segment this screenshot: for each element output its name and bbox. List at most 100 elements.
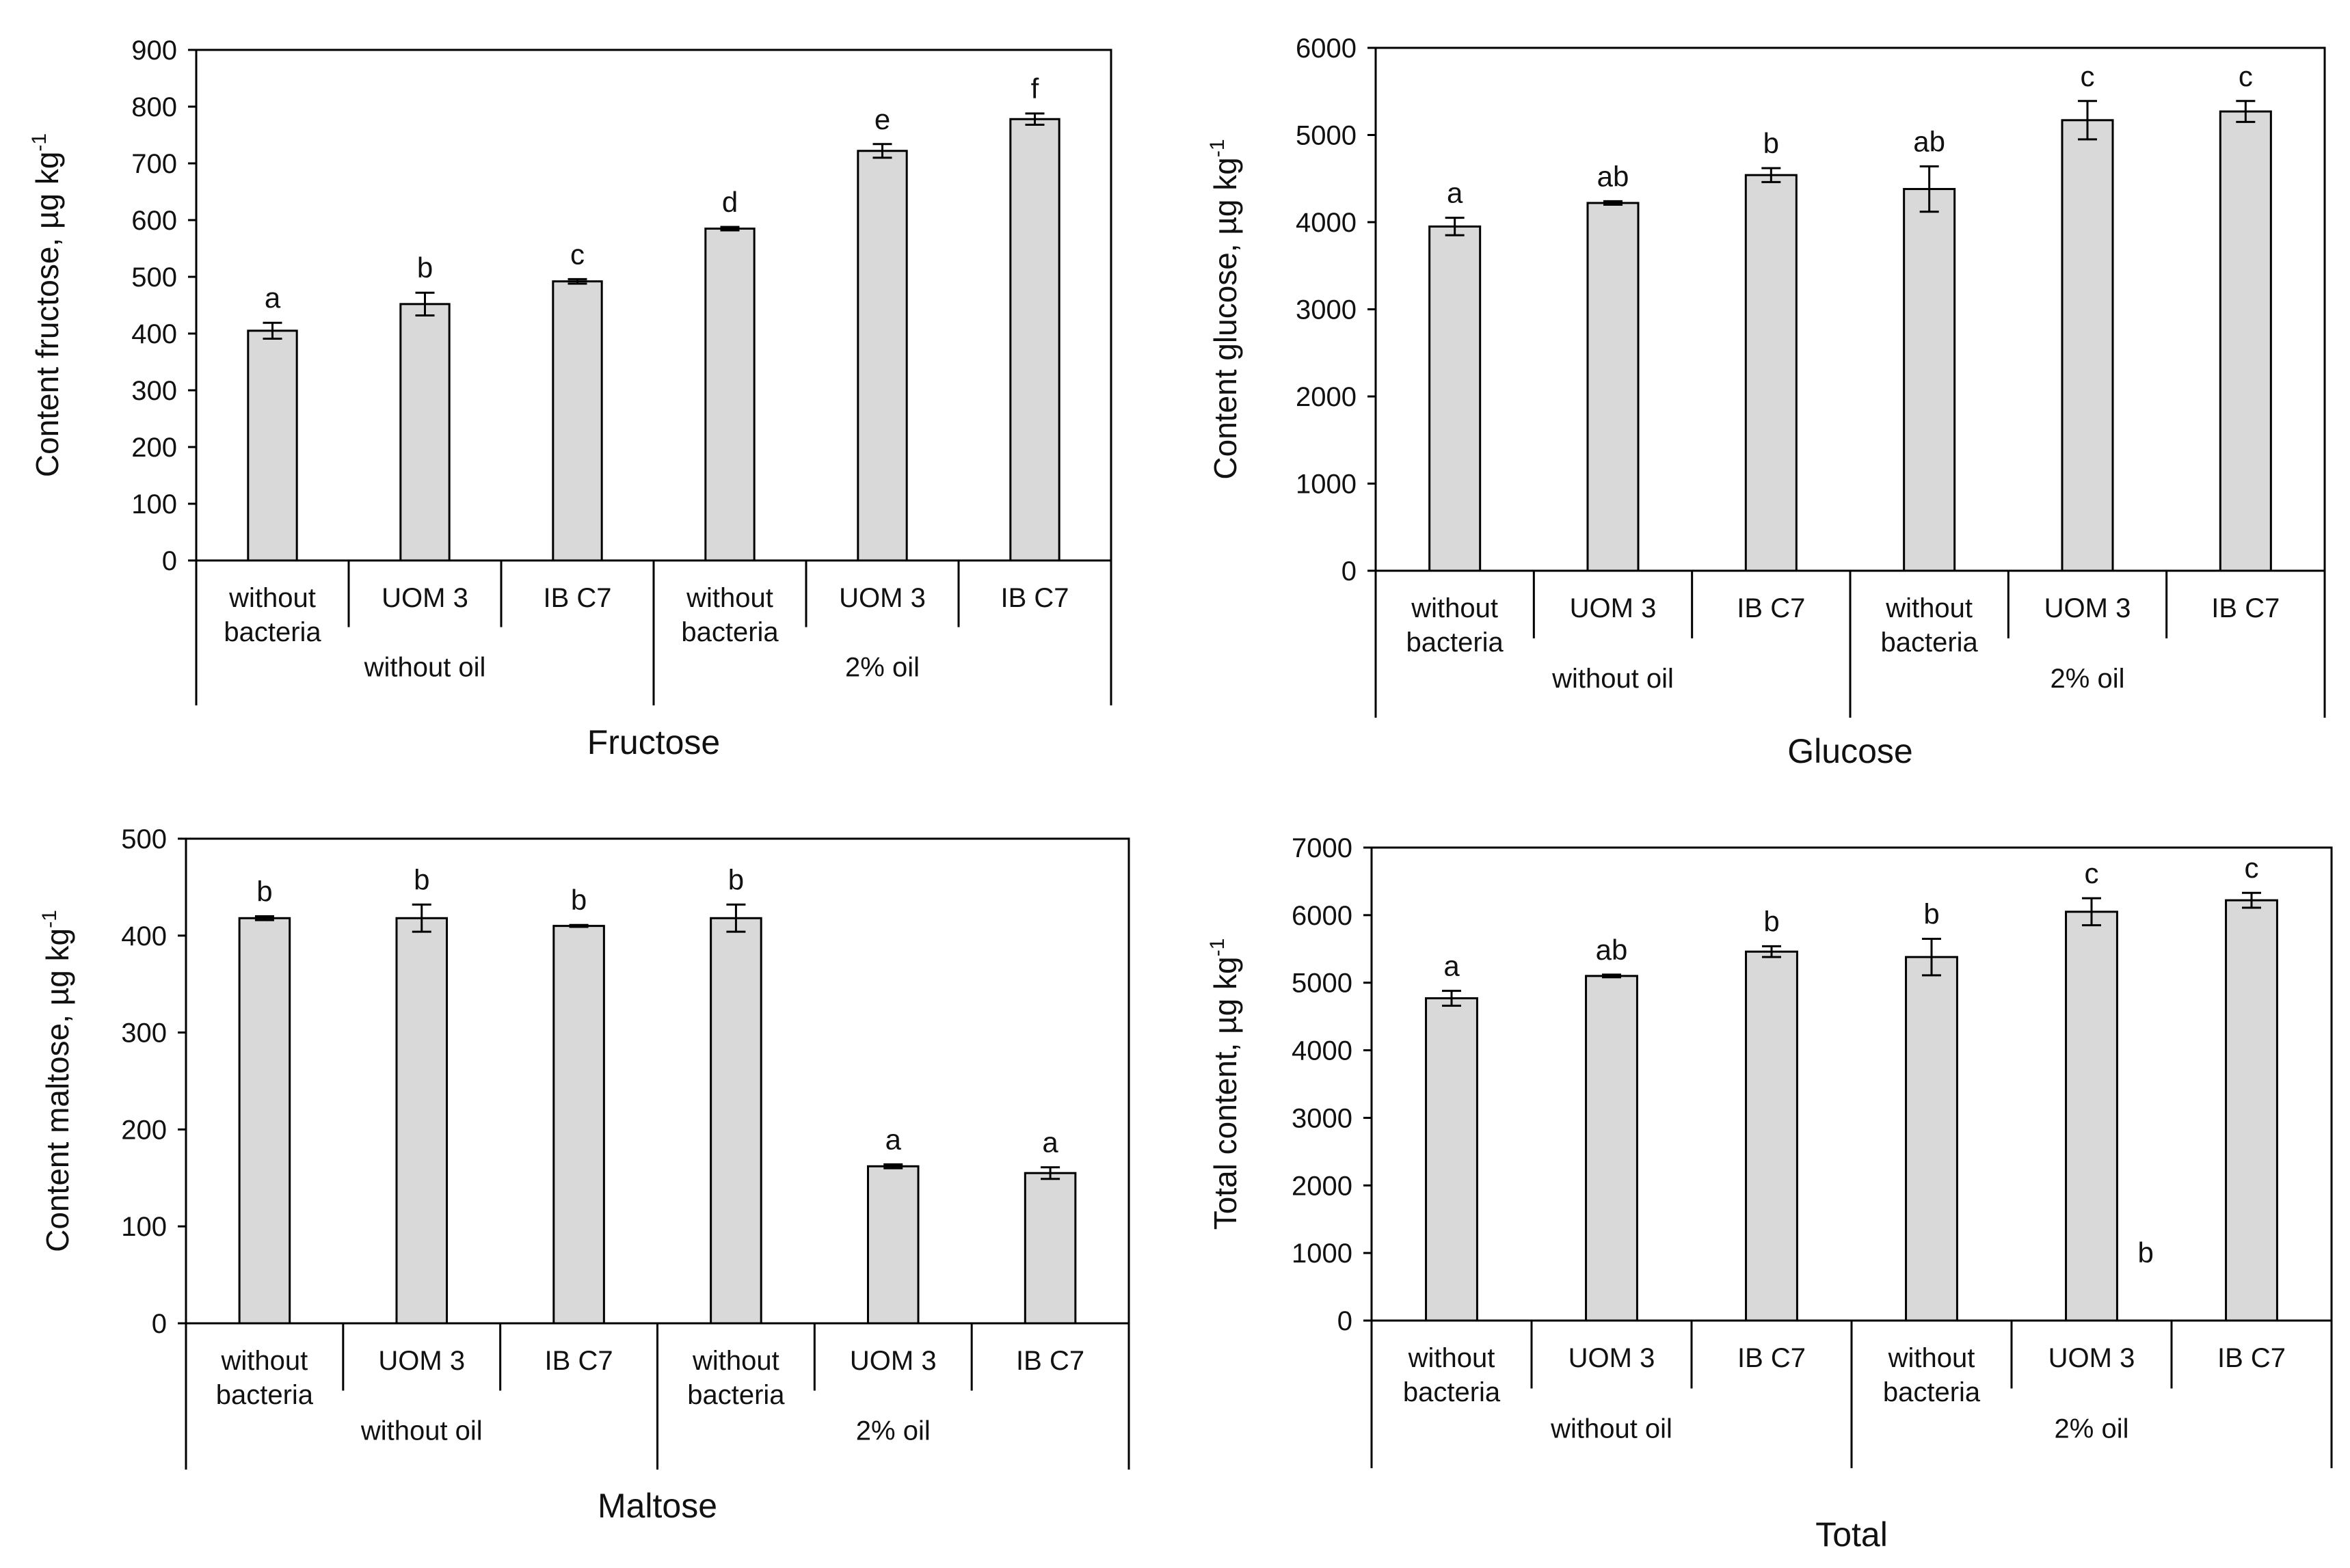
maltose-y-axis-label-text: Content maltose, µg kg bbox=[40, 928, 75, 1252]
total-group-label: 2% oil bbox=[2055, 1414, 2129, 1444]
glucose-category-label: IB C7 bbox=[1737, 593, 1805, 623]
glucose-bar bbox=[2219, 110, 2272, 572]
maltose-significance-letter: b bbox=[728, 863, 744, 895]
glucose-y-axis-label-text: Content glucose, µg kg bbox=[1207, 157, 1243, 479]
glucose-bar bbox=[1428, 225, 1482, 572]
maltose-bar bbox=[710, 917, 762, 1325]
maltose-significance-letter: b bbox=[571, 884, 587, 916]
fructose-y-tick-label: 800 bbox=[131, 92, 177, 122]
total-category-label: UOM 3 bbox=[1568, 1343, 1655, 1373]
total-panel: 0 1000 2000 3000 4000 5000 6000 7000 Total conte… bbox=[1206, 833, 2333, 1554]
total-y-tick-label: 3000 bbox=[1292, 1103, 1352, 1133]
fructose-y-tick-label: 100 bbox=[131, 489, 177, 519]
maltose-y-tick-label: 100 bbox=[121, 1212, 167, 1242]
maltose-plot-frame bbox=[185, 837, 1130, 1325]
maltose-category-label: IB C7 bbox=[545, 1346, 613, 1376]
glucose-significance-letter: a bbox=[1447, 177, 1463, 209]
total-bar bbox=[1745, 950, 1798, 1322]
maltose-category-label: without bacteria bbox=[687, 1346, 785, 1410]
fructose-y-tick-label: 900 bbox=[131, 36, 177, 66]
maltose-y-axis-label-superscript: -1 bbox=[38, 910, 61, 928]
total-chart-title: Total bbox=[1815, 1515, 1888, 1554]
glucose-y-axis-label: Content glucose, µg kg-1 bbox=[1206, 139, 1243, 479]
fructose-y-tick-label: 500 bbox=[131, 262, 177, 293]
maltose-group-label: without oil bbox=[360, 1416, 483, 1446]
total-category-label: IB C7 bbox=[2217, 1343, 2286, 1373]
glucose-significance-letter: c bbox=[2081, 60, 2095, 92]
maltose-y-tick-label: 0 bbox=[152, 1309, 167, 1339]
maltose-bar bbox=[1024, 1172, 1077, 1325]
maltose-y-tick-label: 400 bbox=[121, 921, 167, 951]
total-y-axis-label: Total content, µg kg-1 bbox=[1206, 938, 1243, 1230]
fructose-bar bbox=[704, 227, 756, 562]
maltose-significance-letter: a bbox=[1042, 1126, 1058, 1159]
maltose-category-label: IB C7 bbox=[1016, 1346, 1084, 1376]
maltose-bar bbox=[552, 925, 605, 1325]
total-plot-frame bbox=[1370, 846, 2333, 1322]
fructose-y-axis-label-superscript: -1 bbox=[28, 133, 51, 152]
fructose-category-label: UOM 3 bbox=[839, 583, 926, 613]
total-bar bbox=[2065, 910, 2118, 1322]
fructose-bar bbox=[247, 329, 298, 562]
fructose-significance-letter: b bbox=[417, 252, 433, 284]
glucose-panel: 0 1000 2000 3000 4000 5000 6000 Content glucose… bbox=[1206, 33, 2326, 770]
glucose-category-label: UOM 3 bbox=[2044, 593, 2131, 623]
maltose-category-label: UOM 3 bbox=[850, 1346, 937, 1376]
maltose-y-axis-label: Content maltose, µg kg-1 bbox=[38, 910, 75, 1252]
glucose-bar bbox=[1586, 202, 1640, 572]
glucose-bar bbox=[2061, 119, 2114, 572]
fructose-y-tick-label: 400 bbox=[131, 319, 177, 349]
fructose-plot-frame bbox=[195, 49, 1112, 562]
fructose-y-tick-label: 200 bbox=[131, 433, 177, 463]
maltose-category-label: without bacteria bbox=[216, 1346, 314, 1410]
fructose-category-label: IB C7 bbox=[1000, 583, 1069, 613]
glucose-bar bbox=[1744, 174, 1798, 572]
total-significance-letter: b bbox=[1923, 897, 1939, 930]
glucose-significance-letter: b bbox=[1763, 127, 1779, 159]
total-significance-letter: c bbox=[2245, 852, 2259, 884]
fructose-category-label: UOM 3 bbox=[382, 583, 468, 613]
maltose-group-label: 2% oil bbox=[856, 1416, 931, 1446]
total-y-tick-label: 6000 bbox=[1292, 901, 1352, 931]
glucose-y-tick-label: 6000 bbox=[1296, 33, 1357, 64]
fructose-significance-letter: d bbox=[722, 186, 738, 218]
glucose-y-tick-label: 4000 bbox=[1296, 208, 1357, 238]
total-category-label: UOM 3 bbox=[2048, 1343, 2135, 1373]
fructose-y-axis-label-text: Content fructose, µg kg bbox=[29, 152, 65, 478]
glucose-bar bbox=[1903, 188, 1956, 572]
maltose-bar bbox=[395, 917, 449, 1325]
fructose-y-axis-label: Content fructose, µg kg-1 bbox=[28, 133, 65, 477]
fructose-significance-letter: f bbox=[1031, 72, 1039, 105]
fructose-y-tick-label: 0 bbox=[162, 546, 177, 576]
glucose-y-tick-label: 2000 bbox=[1296, 382, 1357, 412]
fructose-category-label: IB C7 bbox=[543, 583, 611, 613]
glucose-plot-frame bbox=[1374, 46, 2326, 572]
total-significance-letter: c bbox=[2085, 857, 2099, 889]
total-annotation: b bbox=[2137, 1236, 2153, 1269]
maltose-bar bbox=[238, 917, 291, 1325]
total-bar bbox=[1905, 956, 1958, 1322]
maltose-chart-title: Maltose bbox=[598, 1487, 717, 1525]
maltose-significance-letter: b bbox=[414, 863, 429, 895]
maltose-y-tick-label: 200 bbox=[121, 1115, 167, 1145]
total-significance-letter: ab bbox=[1596, 934, 1628, 966]
glucose-y-axis-label-superscript: -1 bbox=[1206, 139, 1229, 157]
glucose-group-label: without oil bbox=[1551, 664, 1674, 694]
fructose-chart-title: Fructose bbox=[587, 723, 721, 761]
fructose-y-tick-label: 600 bbox=[131, 206, 177, 236]
total-group-label: without oil bbox=[1550, 1414, 1672, 1444]
total-bar bbox=[1585, 975, 1638, 1322]
glucose-significance-letter: ab bbox=[1913, 125, 1945, 157]
fructose-bar bbox=[1009, 118, 1060, 562]
maltose-significance-letter: a bbox=[885, 1123, 902, 1155]
maltose-bar bbox=[866, 1165, 920, 1325]
fructose-category-label: without bacteria bbox=[224, 583, 321, 647]
fructose-significance-letter: a bbox=[265, 282, 281, 314]
glucose-y-tick-label: 1000 bbox=[1296, 470, 1357, 500]
fructose-bar bbox=[399, 303, 451, 562]
maltose-significance-letter: b bbox=[256, 875, 272, 907]
total-y-tick-label: 1000 bbox=[1292, 1239, 1352, 1269]
maltose-y-tick-label: 500 bbox=[121, 824, 167, 854]
fructose-category-label: without bacteria bbox=[681, 583, 779, 647]
